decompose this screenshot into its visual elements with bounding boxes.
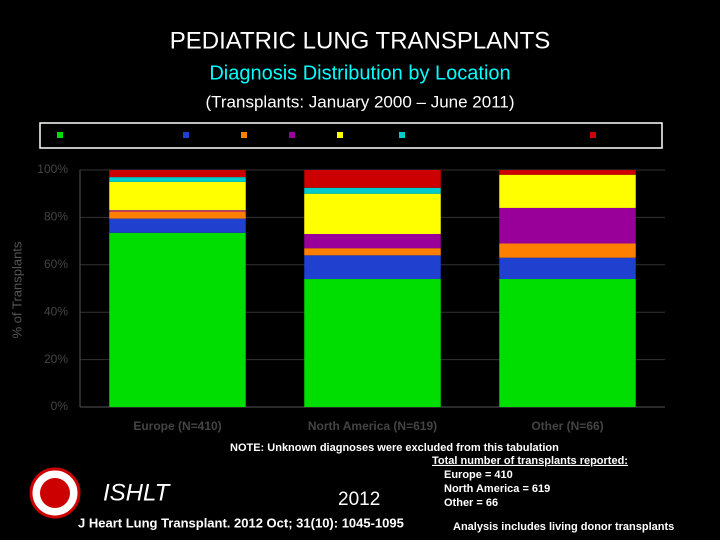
y-tick-label: 20% bbox=[44, 352, 68, 366]
bar-segment bbox=[109, 170, 246, 178]
legend-box bbox=[39, 122, 663, 149]
bar-segment bbox=[499, 257, 636, 280]
y-tick-label: 60% bbox=[44, 257, 68, 271]
chart-subtitle: Diagnosis Distribution by Location bbox=[209, 62, 510, 84]
totals-heading: Total number of transplants reported: bbox=[432, 455, 628, 467]
chart-title: PEDIATRIC LUNG TRANSPLANTS bbox=[170, 27, 551, 54]
analysis-note: Analysis includes living donor transplan… bbox=[453, 521, 674, 533]
totals-line: North America = 619 bbox=[444, 483, 550, 495]
y-axis-title: % of Transplants bbox=[9, 241, 24, 338]
bar-segment bbox=[304, 255, 441, 280]
y-tick-label: 80% bbox=[44, 210, 68, 224]
bar-segment bbox=[499, 170, 636, 175]
x-tick-label: North America (N=619) bbox=[308, 419, 437, 433]
note: NOTE: Unknown diagnoses were excluded fr… bbox=[230, 442, 559, 454]
bar-segment bbox=[109, 211, 246, 219]
legend-marker bbox=[399, 132, 405, 138]
bar-segment bbox=[304, 170, 441, 188]
bar-segment bbox=[304, 193, 441, 234]
legend-marker bbox=[183, 132, 189, 138]
citation: J Heart Lung Transplant. 2012 Oct; 31(10… bbox=[78, 515, 404, 530]
legend-marker bbox=[241, 132, 247, 138]
legend-marker bbox=[337, 132, 343, 138]
x-tick-label: Other (N=66) bbox=[531, 419, 603, 433]
logo-center bbox=[40, 478, 70, 508]
org: ISHLT bbox=[103, 479, 172, 506]
bar-segment bbox=[109, 181, 246, 211]
year: 2012 bbox=[338, 489, 380, 510]
bar-segment bbox=[499, 174, 636, 208]
x-tick-label: Europe (N=410) bbox=[133, 419, 221, 433]
bar-segment bbox=[499, 243, 636, 258]
bar-segment bbox=[109, 218, 246, 233]
bar-segment bbox=[109, 232, 246, 407]
totals-line: Other = 66 bbox=[444, 497, 498, 509]
bar-segment bbox=[304, 248, 441, 256]
chart-period: (Transplants: January 2000 – June 2011) bbox=[205, 92, 514, 111]
bar-segment bbox=[304, 279, 441, 407]
bar-segment bbox=[304, 187, 441, 194]
y-tick-label: 0% bbox=[51, 399, 69, 413]
legend-marker bbox=[289, 132, 295, 138]
legend-marker bbox=[590, 132, 596, 138]
legend-marker bbox=[57, 132, 63, 138]
y-tick-label: 100% bbox=[37, 162, 68, 176]
bar-segment bbox=[109, 210, 246, 212]
bar-segment bbox=[304, 233, 441, 249]
y-tick-label: 40% bbox=[44, 304, 68, 318]
totals-line: Europe = 410 bbox=[444, 469, 513, 481]
bar-segment bbox=[499, 207, 636, 244]
bar-segment bbox=[499, 279, 636, 407]
bar-segment bbox=[109, 177, 246, 182]
